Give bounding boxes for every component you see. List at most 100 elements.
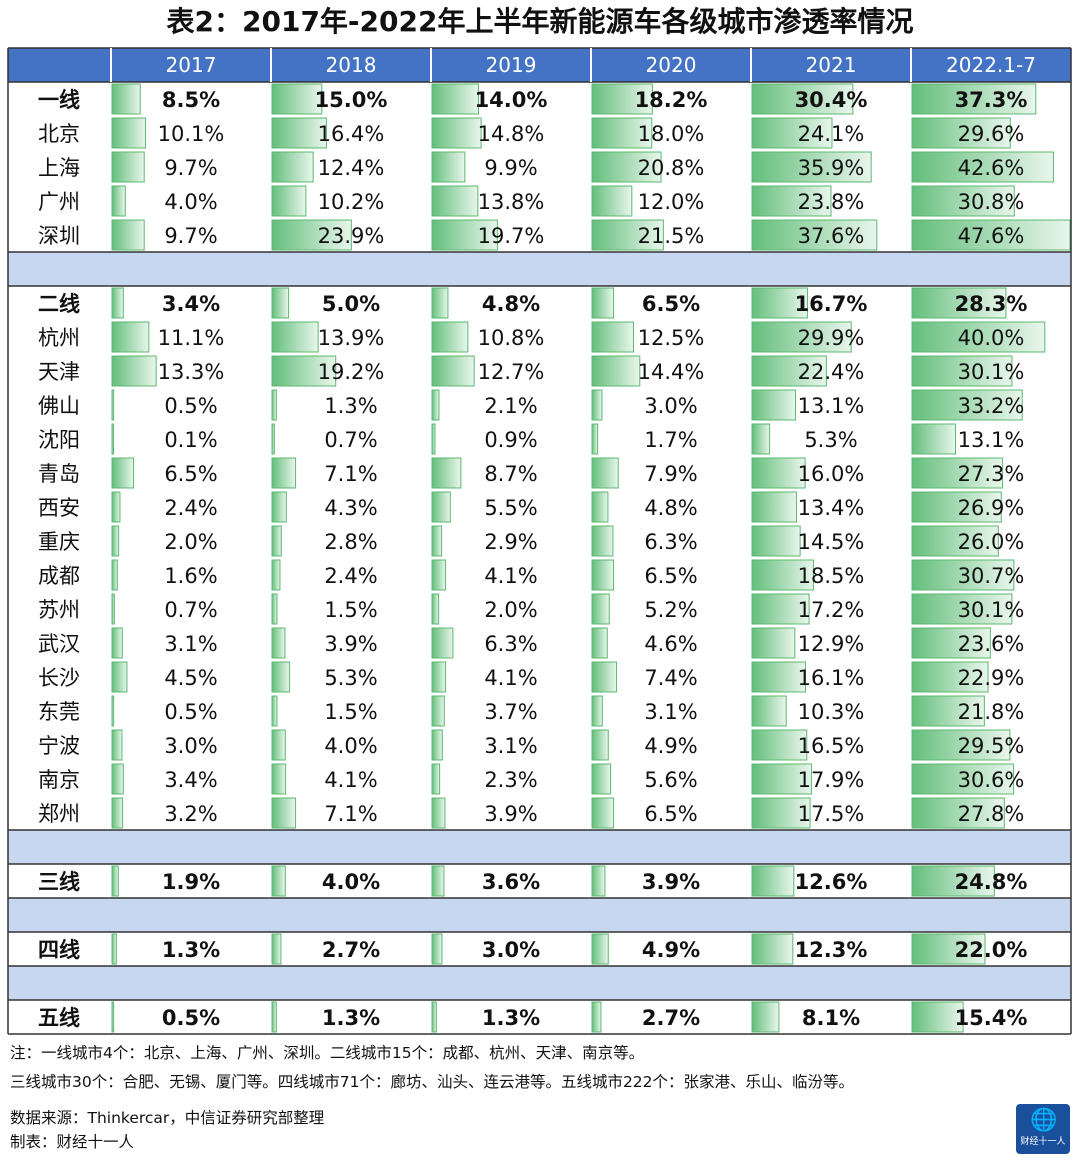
data-bar xyxy=(911,1001,964,1033)
data-bar xyxy=(911,219,1071,251)
data-bar xyxy=(271,865,286,897)
group-separator xyxy=(8,252,1071,286)
data-label: 1.7% xyxy=(644,428,697,452)
data-label: 42.6% xyxy=(958,156,1025,180)
data-label: 35.9% xyxy=(798,156,865,180)
data-label: 10.3% xyxy=(798,700,865,724)
data-bar xyxy=(431,933,443,965)
data-label: 9.7% xyxy=(164,224,217,248)
data-bar xyxy=(751,695,787,727)
data-bar xyxy=(271,695,278,727)
data-bar xyxy=(591,593,610,625)
data-label: 28.3% xyxy=(955,292,1028,316)
data-label: 18.2% xyxy=(635,88,708,112)
data-bar xyxy=(751,83,854,115)
data-label: 12.3% xyxy=(795,938,868,962)
data-bar xyxy=(591,627,608,659)
row-label: 郑州 xyxy=(38,802,80,826)
data-bar xyxy=(911,559,1015,591)
data-bar xyxy=(271,661,291,693)
data-bar xyxy=(271,729,286,761)
data-bar xyxy=(591,457,619,489)
data-bar xyxy=(271,1001,277,1033)
data-label: 17.2% xyxy=(798,598,865,622)
data-label: 21.5% xyxy=(638,224,705,248)
data-bar xyxy=(911,83,1037,115)
column-header: 2019 xyxy=(486,53,537,77)
logo-text: 财经十一人 xyxy=(1020,1137,1066,1147)
data-bar xyxy=(911,593,1013,625)
data-bar xyxy=(111,219,145,251)
data-bar xyxy=(911,763,1015,795)
data-label: 4.9% xyxy=(642,938,700,962)
data-label: 29.9% xyxy=(798,326,865,350)
data-bar xyxy=(751,525,801,557)
data-bar xyxy=(111,797,124,829)
data-bar xyxy=(911,423,956,455)
data-bar xyxy=(431,321,469,353)
data-bar xyxy=(431,865,445,897)
data-bar xyxy=(751,593,810,625)
data-bar xyxy=(111,1001,115,1033)
data-label: 5.3% xyxy=(324,666,377,690)
row-label: 天津 xyxy=(38,360,80,384)
data-label: 12.6% xyxy=(795,870,868,894)
data-label: 21.8% xyxy=(958,700,1025,724)
data-bar xyxy=(271,423,275,455)
data-label: 30.6% xyxy=(958,768,1025,792)
data-label: 13.9% xyxy=(318,326,385,350)
data-label: 4.1% xyxy=(484,666,537,690)
row-label: 南京 xyxy=(38,768,80,792)
data-bar xyxy=(911,117,1011,149)
data-bar xyxy=(431,1001,437,1033)
data-label: 5.6% xyxy=(644,768,697,792)
data-bar xyxy=(431,593,440,625)
data-label: 22.9% xyxy=(958,666,1025,690)
row-label: 上海 xyxy=(38,156,80,180)
data-bar xyxy=(271,797,297,829)
data-label: 40.0% xyxy=(958,326,1025,350)
data-label: 3.9% xyxy=(642,870,700,894)
data-bar xyxy=(751,729,808,761)
data-label: 30.1% xyxy=(958,360,1025,384)
data-label: 4.0% xyxy=(322,870,380,894)
data-label: 14.4% xyxy=(638,360,705,384)
column-header: 2020 xyxy=(646,53,697,77)
data-label: 27.8% xyxy=(958,802,1025,826)
data-bar xyxy=(271,185,307,217)
data-label: 23.6% xyxy=(958,632,1025,656)
row-label: 二线 xyxy=(38,292,80,316)
data-bar xyxy=(271,219,352,251)
column-header: 2018 xyxy=(326,53,377,77)
data-label: 22.4% xyxy=(798,360,865,384)
data-bar xyxy=(111,627,123,659)
data-bar xyxy=(111,83,141,115)
data-bar xyxy=(431,559,447,591)
data-bar xyxy=(271,627,286,659)
row-label: 西安 xyxy=(38,496,80,520)
data-label: 13.8% xyxy=(478,190,545,214)
data-label: 16.4% xyxy=(318,122,385,146)
data-bar xyxy=(591,423,599,455)
row-label: 广州 xyxy=(38,190,80,214)
data-bar xyxy=(431,797,446,829)
data-label: 14.0% xyxy=(475,88,548,112)
data-bar xyxy=(591,729,609,761)
row-label: 苏州 xyxy=(38,598,80,622)
data-label: 4.0% xyxy=(324,734,377,758)
data-bar xyxy=(591,185,633,217)
data-bar xyxy=(431,491,451,523)
data-bar xyxy=(751,797,811,829)
penetration-table: 2017 2018 2019 2020 2021 2022.1-7 一线 8.5% 15.0% 1… xyxy=(7,47,1072,1035)
chart-title: 表2：2017年-2022年上半年新能源车各级城市渗透率情况 xyxy=(166,5,914,38)
data-bar xyxy=(271,287,290,319)
data-label: 2.4% xyxy=(324,564,377,588)
data-label: 3.6% xyxy=(482,870,540,894)
data-bar xyxy=(111,457,135,489)
data-label: 8.7% xyxy=(484,462,537,486)
data-bar xyxy=(911,729,1011,761)
data-label: 20.8% xyxy=(638,156,705,180)
data-label: 2.0% xyxy=(164,530,217,554)
data-bar xyxy=(591,695,603,727)
data-label: 19.2% xyxy=(318,360,385,384)
